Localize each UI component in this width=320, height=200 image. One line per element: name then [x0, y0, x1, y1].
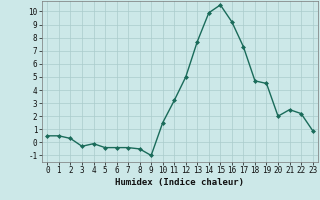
X-axis label: Humidex (Indice chaleur): Humidex (Indice chaleur): [116, 178, 244, 187]
